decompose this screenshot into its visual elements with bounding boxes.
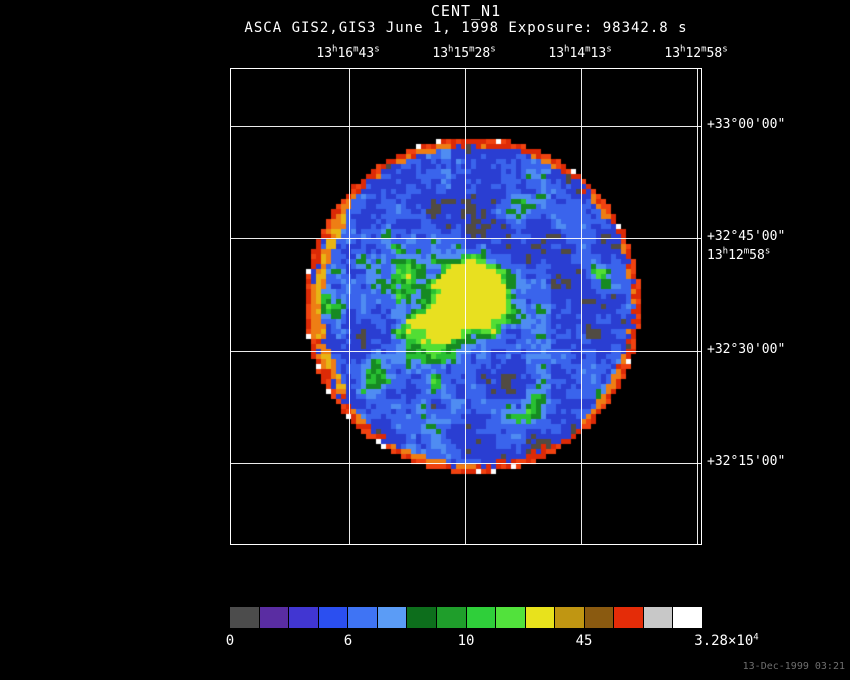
- colorbar-tick-label: 45: [576, 633, 593, 649]
- gridline-horizontal: [231, 463, 701, 464]
- colorbar-segment: [466, 607, 496, 628]
- colorbar-segment: [377, 607, 407, 628]
- ra-value: 13: [590, 46, 607, 61]
- ra-unit: h: [680, 44, 686, 55]
- ra-unit: h: [722, 246, 729, 257]
- colorbar-segment: [496, 607, 525, 628]
- ra-value: 13: [316, 46, 333, 61]
- dec-tick-label: +32°45'00": [707, 229, 786, 244]
- ra-value: 13: [548, 46, 565, 61]
- ra-unit: h: [448, 44, 454, 55]
- colorbar-segment: [614, 607, 643, 628]
- ra-value: 16: [337, 46, 354, 61]
- ra-unit: m: [469, 44, 475, 55]
- plot-subtitle: ASCA GIS2,GIS3 June 1, 1998 Exposure: 98…: [244, 20, 688, 36]
- ra-tick-label: 13h15m28s: [432, 44, 496, 61]
- ra-tick-label: 13h12m58s: [664, 44, 728, 61]
- colorbar-segment: [289, 607, 318, 628]
- gridline-vertical: [581, 69, 582, 544]
- colorbar-tick-text: 10: [457, 633, 475, 649]
- gridline-horizontal: [231, 238, 701, 239]
- plot-area: [230, 68, 703, 546]
- dec-tick-label: +32°30'00": [707, 342, 786, 357]
- colorbar-segment: [436, 607, 466, 628]
- ra-value: 58: [749, 248, 765, 263]
- colorbar-tick-label: 6: [344, 633, 352, 649]
- ra-unit: m: [353, 44, 359, 55]
- colorbar-tick-label: 0: [226, 633, 234, 649]
- colorbar-tick-text: 45: [575, 633, 593, 649]
- colorbar: [230, 607, 702, 628]
- ra-value: 12: [685, 46, 702, 61]
- colorbar-tick-text: 3.28×10: [694, 633, 754, 649]
- ra-unit: s: [722, 44, 728, 55]
- ra-unit: s: [490, 44, 496, 55]
- ra-unit: s: [374, 44, 380, 55]
- gridline-vertical: [349, 69, 350, 544]
- colorbar-segment: [643, 607, 673, 628]
- ra-value: 43: [358, 46, 375, 61]
- gridline-horizontal: [231, 351, 701, 352]
- colorbar-segment: [259, 607, 289, 628]
- colorbar-segment: [673, 607, 702, 628]
- colorbar-segment: [584, 607, 614, 628]
- timestamp: 13-Dec-1999 03:21: [742, 661, 845, 672]
- ra-value: 14: [569, 46, 586, 61]
- ra-value: 13: [707, 248, 723, 263]
- ra-tick-label: 13h14m13s: [548, 44, 612, 61]
- plot-title: CENT_N1: [430, 2, 502, 20]
- ra-value: 12: [728, 248, 744, 263]
- ra-label-text: 13h16m43s: [316, 44, 380, 61]
- gridline-vertical: [465, 69, 466, 544]
- colorbar-tick-exponent: 4: [753, 632, 759, 643]
- ra-label-text: 13h12m58s: [664, 44, 728, 61]
- ra-value: 13: [664, 46, 681, 61]
- ra-unit: h: [332, 44, 338, 55]
- colorbar-segment: [318, 607, 348, 628]
- ra-label-text: 13h14m13s: [548, 44, 612, 61]
- colorbar-segment: [555, 607, 584, 628]
- ra-value: 15: [453, 46, 470, 61]
- colorbar-tick-text: 0: [225, 633, 235, 649]
- ra-unit: m: [585, 44, 591, 55]
- ra-value: 13: [432, 46, 449, 61]
- ra-unit: h: [564, 44, 570, 55]
- ra-unit: m: [701, 44, 707, 55]
- dec-extra-ra-label: 13h12m58s: [707, 246, 771, 263]
- ra-unit: m: [743, 246, 750, 257]
- ra-unit: s: [764, 246, 771, 257]
- colorbar-segment: [525, 607, 555, 628]
- colorbar-tick-label: 3.28×104: [694, 633, 758, 649]
- colorbar-segment: [230, 607, 259, 628]
- ra-unit: s: [606, 44, 612, 55]
- gridline-vertical: [697, 69, 698, 544]
- ra-label-text: 13h15m28s: [432, 44, 496, 61]
- dec-tick-label: +33°00'00": [707, 117, 786, 132]
- colorbar-tick-text: 6: [343, 633, 353, 649]
- colorbar-segment: [348, 607, 377, 628]
- ra-value: 58: [706, 46, 723, 61]
- sky-image: [231, 69, 703, 546]
- dec-tick-label: +32°15'00": [707, 454, 786, 469]
- gridline-horizontal: [231, 126, 701, 127]
- colorbar-tick-label: 10: [458, 633, 475, 649]
- ra-tick-label: 13h16m43s: [316, 44, 380, 61]
- ra-label-text: 13h12m58s: [707, 246, 771, 263]
- colorbar-segment: [407, 607, 436, 628]
- ra-value: 28: [474, 46, 491, 61]
